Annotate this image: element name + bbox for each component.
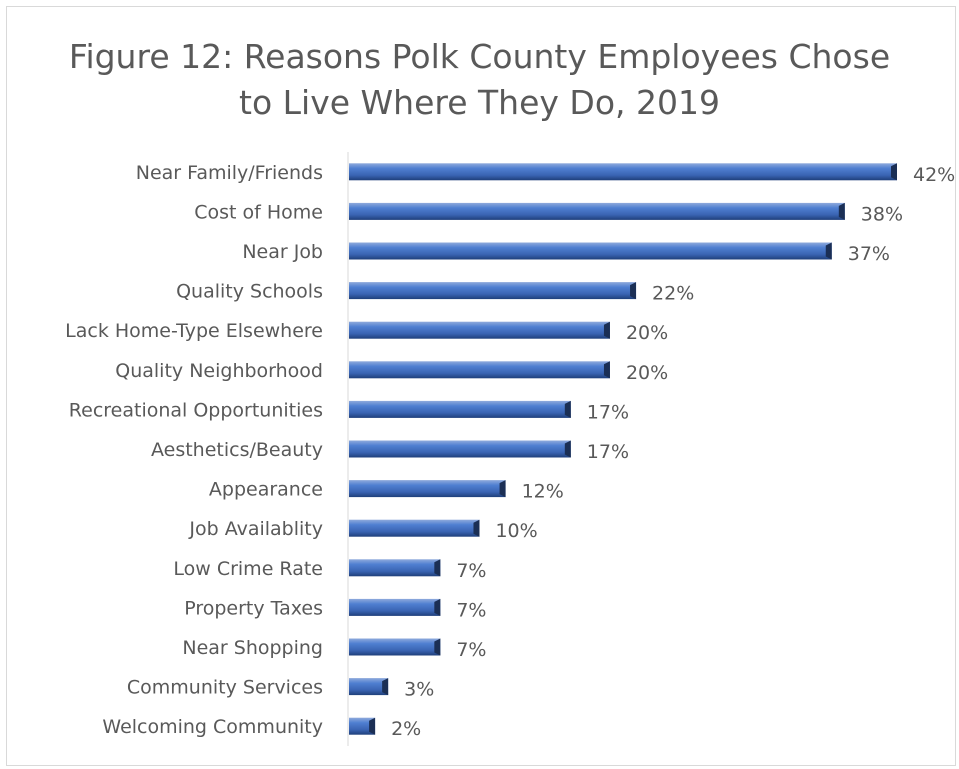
category-label: Aesthetics/Beauty	[151, 439, 323, 461]
bar	[349, 440, 571, 458]
bar	[349, 400, 571, 418]
category-label: Cost of Home	[194, 201, 323, 223]
value-label: 2%	[391, 718, 421, 740]
bar-end-cap	[434, 559, 441, 577]
value-label: 22%	[652, 283, 694, 305]
bar-end-cap	[564, 440, 571, 458]
value-label: 10%	[495, 520, 537, 542]
value-label: 7%	[456, 599, 486, 621]
bar	[349, 559, 441, 577]
category-label: Near Job	[242, 241, 323, 263]
value-label: 3%	[404, 679, 434, 701]
chart-title-line-2: to Live Where They Do, 2019	[239, 83, 720, 122]
bar	[349, 361, 610, 379]
bar-end-cap	[603, 321, 610, 339]
category-label: Job Availablity	[188, 518, 323, 540]
value-label: 7%	[456, 560, 486, 582]
bar	[349, 717, 376, 735]
bar	[349, 480, 506, 498]
value-label: 17%	[587, 441, 629, 463]
bar	[349, 519, 480, 537]
category-label: Property Taxes	[184, 597, 323, 619]
bar	[349, 163, 897, 181]
bar-end-cap	[564, 400, 571, 418]
category-label: Welcoming Community	[102, 716, 323, 738]
bar-end-cap	[630, 282, 637, 300]
category-label: Lack Home-Type Elsewhere	[65, 320, 323, 342]
bar-end-cap	[434, 598, 441, 616]
bar-end-cap	[473, 519, 480, 537]
value-label: 7%	[456, 639, 486, 661]
value-label: 17%	[587, 401, 629, 423]
category-label: Recreational Opportunities	[69, 399, 323, 421]
bar-end-cap	[825, 242, 832, 260]
chart-title-line-1: Figure 12: Reasons Polk County Employees…	[68, 37, 891, 76]
category-label: Quality Neighborhood	[115, 360, 323, 382]
category-label: Quality Schools	[176, 281, 323, 303]
value-label: 20%	[626, 322, 668, 344]
bar	[349, 202, 845, 220]
category-label: Near Shopping	[182, 637, 323, 659]
category-label: Community Services	[127, 677, 323, 699]
bar-end-cap	[499, 480, 506, 498]
value-label: 42%	[913, 164, 955, 186]
category-label: Near Family/Friends	[136, 162, 323, 184]
bar-end-cap	[603, 361, 610, 379]
chart-title: Figure 12: Reasons Polk County Employees…	[0, 34, 959, 126]
value-label: 37%	[848, 243, 890, 265]
bar	[349, 321, 610, 339]
chart-frame	[6, 6, 956, 766]
bar-end-cap	[369, 717, 376, 735]
bar-end-cap	[434, 638, 441, 656]
bar	[349, 638, 441, 656]
category-label: Appearance	[209, 479, 323, 501]
bar-end-cap	[891, 163, 897, 181]
bar-end-cap	[838, 202, 845, 220]
bar	[349, 282, 637, 300]
bar-end-cap	[382, 678, 389, 696]
bar	[349, 678, 389, 696]
value-label: 38%	[861, 203, 903, 225]
bar	[349, 242, 832, 260]
bar	[349, 598, 441, 616]
category-label: Low Crime Rate	[173, 558, 323, 580]
value-label: 12%	[522, 481, 564, 503]
value-label: 20%	[626, 362, 668, 384]
